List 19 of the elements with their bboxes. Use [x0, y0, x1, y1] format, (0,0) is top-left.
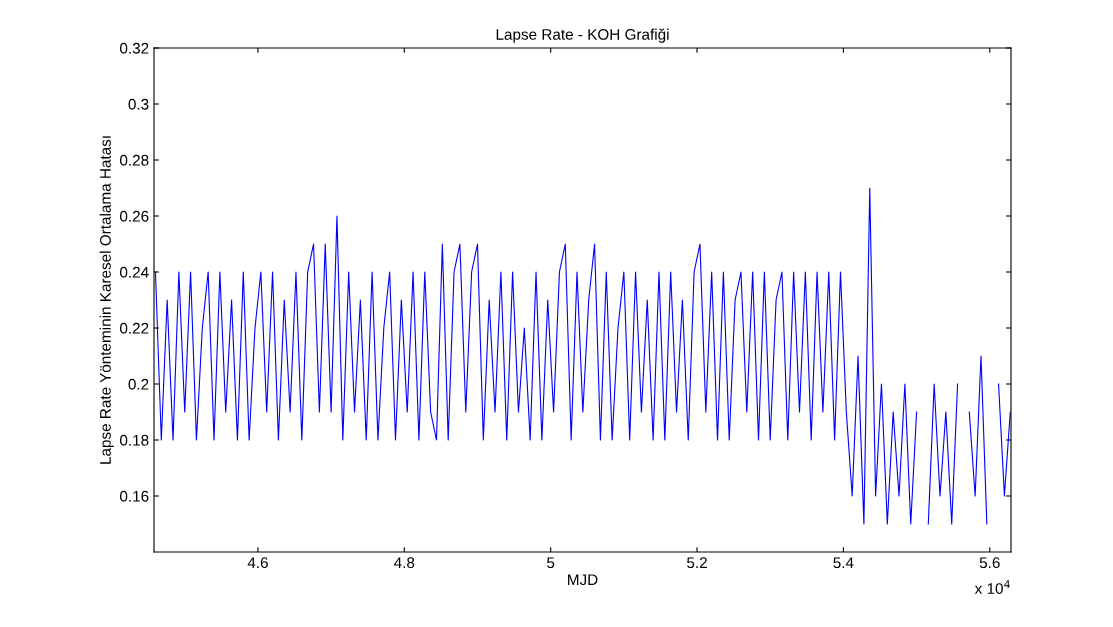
text: x 10$^{4}$: [974, 580, 1010, 594]
y-tick-label: 0.28: [120, 154, 149, 166]
x-tick-label: 4.6: [247, 557, 268, 569]
y-tick-label: 0.18: [120, 434, 149, 446]
y-tick-label: 0.22: [120, 322, 149, 334]
x-tick-label: 5.6: [979, 557, 1000, 569]
x-axis-title: MJD: [568, 574, 598, 586]
y-tick-label: 0.3: [128, 98, 149, 110]
x-tick-label: 5.2: [687, 557, 707, 569]
x-tick-label: 5.4: [833, 557, 854, 569]
y-axis-title: Lapse Rate Yönteminin Karesel Ortalama Hatası: [99, 136, 114, 464]
y-tick-label: 0.32: [120, 42, 149, 54]
chart-title: Lapse Rate - KOH Grafiği: [496, 28, 669, 43]
x-tick-label: 5: [547, 557, 555, 569]
y-tick-label: 0.16: [120, 490, 149, 502]
x-tick-label: 4.8: [394, 557, 415, 569]
y-tick-label: 0.24: [120, 266, 149, 278]
y-tick-label: 0.2: [128, 378, 149, 390]
y-tick-label: 0.26: [120, 210, 149, 222]
